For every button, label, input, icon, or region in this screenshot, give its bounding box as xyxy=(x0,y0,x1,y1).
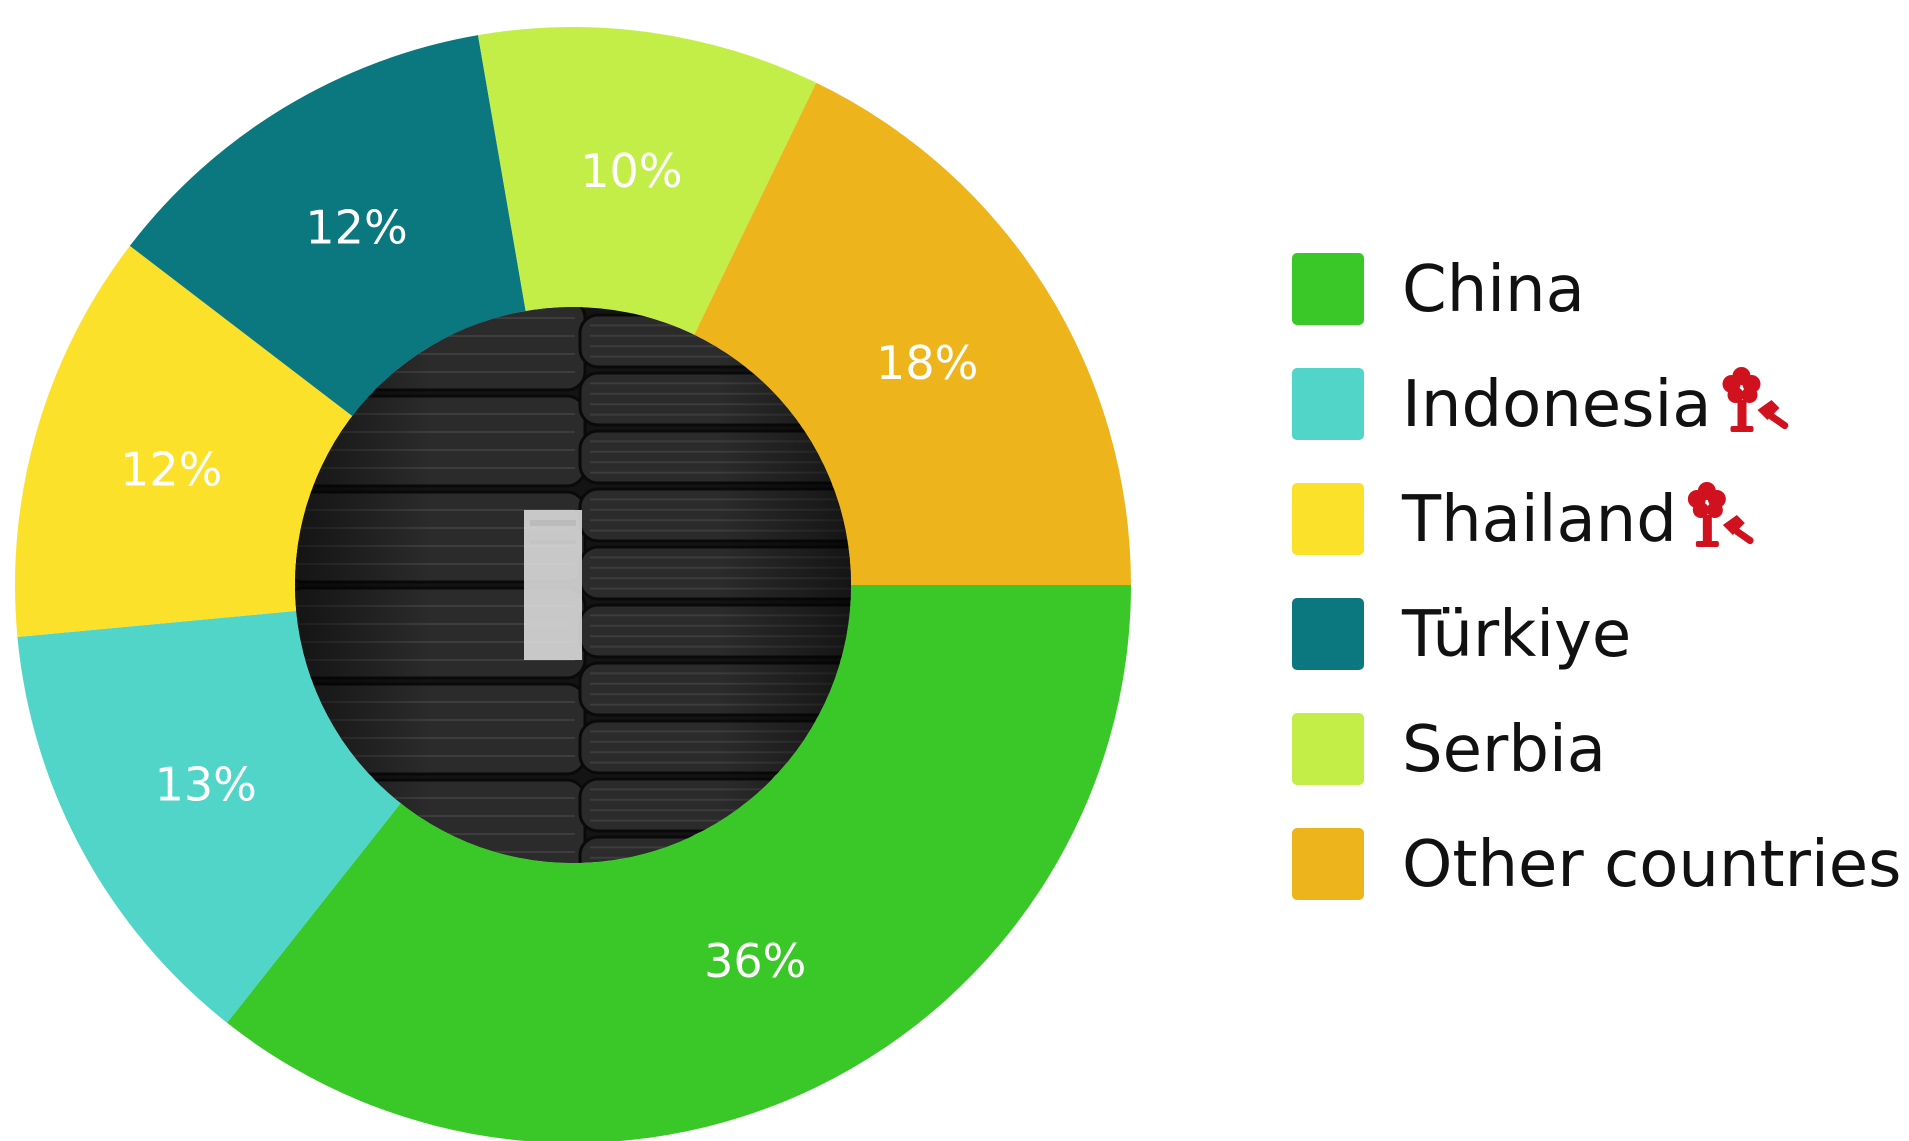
slice-turkiye xyxy=(129,35,526,417)
slice-label-other-countries: 18% xyxy=(876,336,978,390)
slice-label-thailand: 12% xyxy=(120,443,222,497)
deforestation-icon xyxy=(1722,367,1790,432)
legend-item-indonesia: Indonesia xyxy=(1292,367,1790,442)
legend-swatch-china xyxy=(1292,253,1364,325)
legend-swatch-turkiye xyxy=(1292,598,1364,670)
legend-label-indonesia: Indonesia xyxy=(1402,368,1712,442)
legend-item-china: China xyxy=(1292,253,1585,327)
legend: China Indonesia Thailand Türkiye Serbia Other… xyxy=(1292,253,1901,902)
slice-labels: 36% 13% 12% 12% 10% 18% xyxy=(120,144,978,988)
slice-label-china: 36% xyxy=(704,934,806,988)
slice-china xyxy=(227,585,1131,1141)
slice-label-indonesia: 13% xyxy=(155,758,257,812)
slice-label-turkiye: 12% xyxy=(305,200,407,254)
slice-label-serbia: 10% xyxy=(580,144,682,198)
legend-label-other-countries: Other countries xyxy=(1402,828,1901,902)
legend-item-turkiye: Türkiye xyxy=(1292,598,1631,672)
slice-indonesia xyxy=(17,610,401,1023)
pie-slices xyxy=(14,27,1131,1141)
legend-swatch-thailand xyxy=(1292,483,1364,555)
legend-swatch-serbia xyxy=(1292,713,1364,785)
legend-swatch-other-countries xyxy=(1292,828,1364,900)
legend-label-turkiye: Türkiye xyxy=(1401,598,1631,672)
legend-item-thailand: Thailand xyxy=(1292,482,1755,557)
legend-item-other-countries: Other countries xyxy=(1292,828,1901,902)
slice-serbia xyxy=(478,27,817,335)
slice-thailand xyxy=(14,245,353,637)
deforestation-icon xyxy=(1687,482,1755,547)
legend-label-thailand: Thailand xyxy=(1401,483,1677,557)
legend-swatch-indonesia xyxy=(1292,368,1364,440)
slice-other-countries xyxy=(694,82,1131,585)
legend-item-serbia: Serbia xyxy=(1292,713,1606,787)
legend-label-serbia: Serbia xyxy=(1402,713,1606,787)
legend-label-china: China xyxy=(1402,253,1585,327)
